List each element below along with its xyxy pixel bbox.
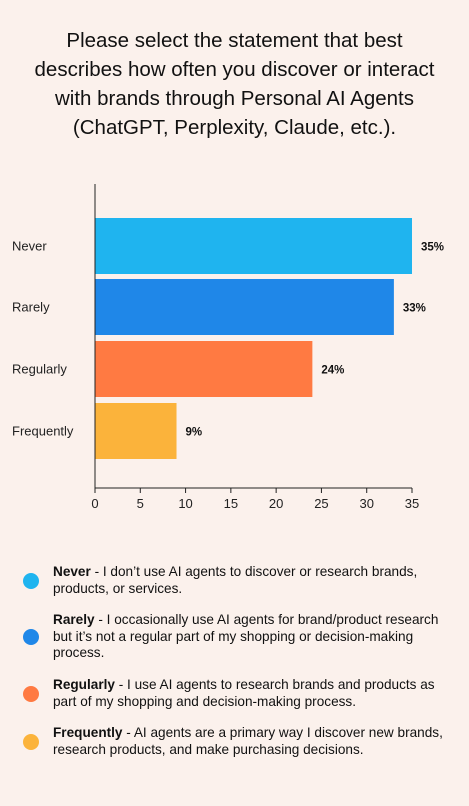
legend-item-frequently: Frequently - AI agents are a primary way… xyxy=(20,725,460,758)
bar-frequently xyxy=(95,403,177,459)
x-tick-label-10: 10 xyxy=(178,496,192,511)
legend: Never - I don’t use AI agents to discove… xyxy=(20,564,460,773)
legend-label-rarely: Rarely xyxy=(53,612,95,628)
x-tick-label-25: 25 xyxy=(314,496,328,511)
legend-text-rarely: Rarely - I occasionally use AI agents fo… xyxy=(53,612,460,662)
legend-label-never: Never xyxy=(53,564,91,579)
category-label-regularly: Regularly xyxy=(12,362,67,377)
legend-swatch-frequently xyxy=(23,733,39,750)
legend-item-never: Never - I don’t use AI agents to discove… xyxy=(20,564,460,597)
category-label-never: Never xyxy=(12,239,47,254)
category-label-frequently: Frequently xyxy=(12,424,74,439)
bar-regularly xyxy=(95,341,313,397)
value-label-rarely: 33% xyxy=(403,303,426,315)
legend-text-regularly: Regularly - I use AI agents to research … xyxy=(53,677,460,710)
legend-label-regularly: Regularly xyxy=(53,676,115,692)
bar-rarely xyxy=(95,279,394,335)
legend-swatch-regularly xyxy=(23,685,39,702)
value-label-frequently: 9% xyxy=(186,427,203,439)
value-label-regularly: 24% xyxy=(321,365,344,377)
x-tick-label-0: 0 xyxy=(91,496,98,511)
chart-title: Please select the statement that best de… xyxy=(34,29,435,139)
bar-chart: Never 35% Rarely 33% Regularly 24% Frequently 9… xyxy=(12,184,444,511)
bar-never xyxy=(95,218,412,274)
x-tick-label-5: 5 xyxy=(137,496,144,511)
legend-swatch-rarely xyxy=(23,629,39,646)
category-label-rarely: Rarely xyxy=(12,300,50,315)
x-tick-label-15: 15 xyxy=(224,496,238,511)
x-tick-label-30: 30 xyxy=(359,496,373,511)
legend-item-rarely: Rarely - I occasionally use AI agents fo… xyxy=(20,612,460,662)
legend-desc-frequently: - AI agents are a primary way I discover… xyxy=(53,725,443,757)
legend-desc-regularly: - I use AI agents to research brands and… xyxy=(53,676,435,709)
legend-text-never: Never - I don’t use AI agents to discove… xyxy=(53,564,460,597)
legend-swatch-never xyxy=(23,572,39,589)
x-tick-label-35: 35 xyxy=(405,496,419,511)
value-label-never: 35% xyxy=(421,242,444,254)
legend-desc-rarely: - I occasionally use AI agents for brand… xyxy=(53,612,439,661)
x-tick-label-20: 20 xyxy=(269,496,283,511)
legend-text-frequently: Frequently - AI agents are a primary way… xyxy=(53,725,460,758)
legend-desc-never: - I don’t use AI agents to discover or r… xyxy=(53,564,418,596)
legend-label-frequently: Frequently xyxy=(53,725,123,741)
legend-item-regularly: Regularly - I use AI agents to research … xyxy=(20,677,460,710)
